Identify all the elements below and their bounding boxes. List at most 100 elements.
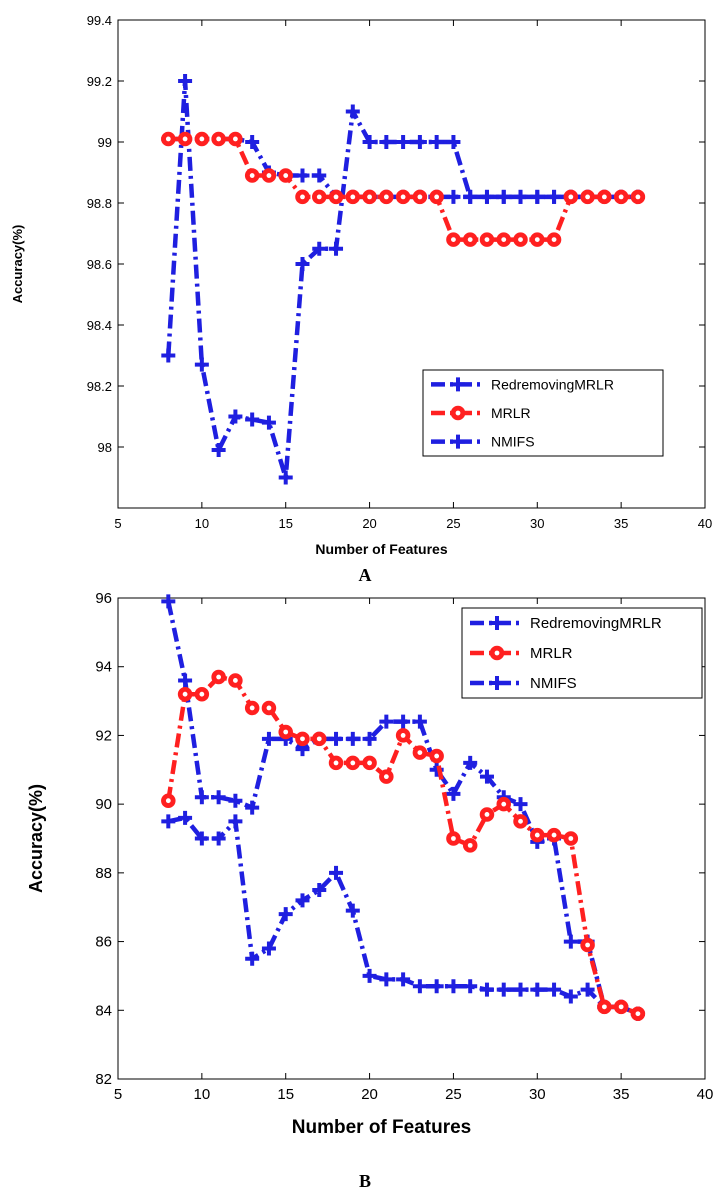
data-point [513, 189, 528, 204]
y-tick-label: 98.4 [87, 318, 112, 333]
data-point [211, 790, 226, 805]
data-point [563, 934, 578, 949]
data-point [412, 979, 427, 994]
data-point-hole [266, 705, 272, 711]
data-point-hole [601, 1004, 607, 1010]
data-point-hole [568, 836, 574, 841]
data-point [479, 189, 494, 204]
data-point [463, 979, 478, 994]
x-tick-label: 30 [529, 1086, 546, 1103]
x-tick-label: 10 [195, 516, 209, 531]
legend-entry: NMIFS [530, 675, 577, 692]
data-point [329, 241, 344, 256]
data-point-hole [165, 136, 171, 142]
data-point [178, 673, 193, 688]
x-tick-label: 20 [362, 516, 376, 531]
data-point-hole [199, 691, 205, 697]
data-point [312, 168, 327, 183]
data-point-hole [266, 173, 272, 178]
plot-frame [117, 597, 706, 1080]
data-point [278, 907, 293, 922]
legend: RedremovingMRLR MRLR NMIFS [422, 369, 664, 457]
data-point-hole [233, 678, 238, 683]
data-point [329, 865, 344, 880]
data-point [362, 968, 377, 983]
data-point-hole [283, 173, 289, 178]
data-point [245, 135, 260, 149]
data-point-hole [383, 774, 389, 780]
data-point-hole [551, 832, 557, 838]
data-point [362, 135, 377, 149]
data-point [312, 241, 327, 256]
data-point [228, 409, 243, 424]
x-tick-label: 5 [114, 1086, 122, 1103]
y-tick-label: 84 [95, 1002, 112, 1019]
data-point-hole [350, 194, 356, 200]
data-point [194, 831, 209, 846]
y-axis-label: Accuracy(%) [26, 784, 46, 893]
data-point [396, 714, 411, 729]
x-tick-label: 30 [530, 516, 544, 531]
data-point-hole [585, 942, 590, 948]
data-point [178, 810, 193, 825]
data-point-hole [501, 237, 507, 243]
data-point [530, 982, 545, 997]
data-point [161, 348, 176, 363]
panel-label: A [359, 565, 372, 585]
data-point-hole [367, 194, 372, 200]
legend-entry: MRLR [491, 405, 531, 421]
y-tick-label: 98.2 [87, 379, 112, 394]
data-point-hole [367, 760, 372, 766]
data-point-hole [518, 818, 523, 824]
data-point-hole [233, 136, 238, 142]
data-point [345, 731, 360, 746]
y-axis-label: Accuracy(%) [10, 225, 25, 304]
legend-marker [451, 377, 465, 392]
data-point [295, 168, 310, 183]
data-point-hole [434, 753, 440, 759]
data-point-hole [585, 194, 590, 200]
data-point [245, 800, 260, 815]
y-tick-label: 99.4 [87, 13, 112, 28]
data-point-hole [333, 760, 339, 766]
data-point [211, 831, 226, 846]
data-point-hole [199, 136, 205, 142]
data-point [295, 257, 310, 271]
y-tick-label: 99.2 [87, 74, 112, 89]
data-point [194, 357, 209, 372]
data-point [463, 755, 478, 770]
data-point [563, 989, 578, 1004]
data-point [412, 714, 427, 729]
legend-entry: RedremovingMRLR [491, 376, 614, 392]
y-tick-label: 99 [98, 135, 112, 150]
data-point [446, 786, 461, 801]
series-line [168, 136, 638, 242]
y-tick-label: 98.8 [87, 196, 112, 211]
x-tick-label: 40 [697, 1086, 714, 1103]
data-point [228, 814, 243, 829]
data-point-hole [635, 1011, 641, 1017]
data-point-hole [451, 836, 456, 841]
data-point-hole [182, 136, 188, 142]
data-point [463, 189, 478, 204]
data-point-hole [451, 237, 456, 243]
data-point-hole [434, 194, 440, 200]
y-tick-label: 98.6 [87, 257, 112, 272]
x-tick-label: 35 [613, 1086, 630, 1103]
data-point [245, 951, 260, 966]
data-point-hole [316, 194, 322, 200]
data-point-hole [417, 750, 423, 756]
legend-entry: MRLR [530, 645, 573, 662]
data-point-hole [216, 674, 222, 680]
data-point [362, 731, 377, 746]
data-point [245, 412, 260, 427]
data-point-hole [400, 733, 406, 738]
data-point-hole [601, 194, 607, 200]
data-point [429, 979, 444, 994]
legend-marker [451, 434, 465, 449]
data-point [278, 470, 293, 485]
series-mrlr [161, 669, 646, 1021]
x-tick-label: 35 [614, 516, 628, 531]
data-point-hole [165, 798, 171, 804]
x-tick-label: 15 [278, 516, 292, 531]
